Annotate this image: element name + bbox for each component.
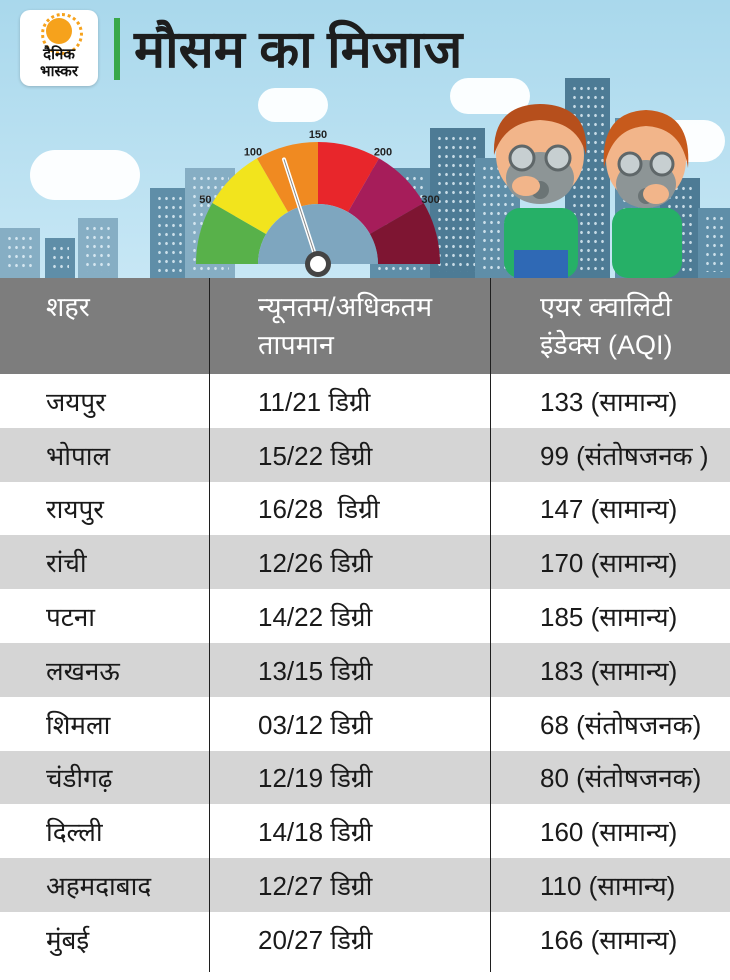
table-row: दिल्ली 14/18 डिग्री 160 (सामान्य) xyxy=(0,804,730,858)
column-header-temperature: न्यूनतम/अधिकतम तापमान xyxy=(258,292,433,360)
aqi-cell: 147 (सामान्य) xyxy=(540,494,678,525)
temperature-cell: 14/18 डिग्री xyxy=(258,817,373,848)
brand-logo: दैनिक भास्कर xyxy=(20,10,98,86)
gauge-segment xyxy=(348,158,424,234)
table-header: शहर न्यूनतम/अधिकतम तापमान एयर क्वालिटी इ… xyxy=(0,278,730,374)
table-row: जयपुर 11/21 डिग्री 133 (सामान्य) xyxy=(0,374,730,428)
table-row: चंडीगढ़ 12/19 डिग्री 80 (संतोषजनक) xyxy=(0,750,730,805)
city-cell: अहमदाबाद xyxy=(46,871,152,902)
temperature-cell: 11/21 डिग्री xyxy=(258,386,371,417)
table-row: भोपाल 15/22 डिग्री 99 (संतोषजनक ) xyxy=(0,427,730,482)
building-illustration xyxy=(78,218,118,278)
aqi-cell: 166 (सामान्य) xyxy=(540,924,678,955)
gauge-tick-label: 300 xyxy=(421,194,439,206)
gauge-segment xyxy=(318,142,379,213)
temperature-cell: 13/15 डिग्री xyxy=(258,655,373,686)
aqi-cell: 133 (सामान्य) xyxy=(540,386,678,417)
cloud-illustration xyxy=(30,150,140,200)
sun-icon xyxy=(41,13,83,55)
gauge-segment xyxy=(369,203,440,264)
logo-text: दैनिक भास्कर xyxy=(40,46,78,80)
city-cell: पटना xyxy=(46,602,96,633)
table-row: रायपुर 16/28 डिग्री 147 (सामान्य) xyxy=(0,482,730,536)
aqi-cell: 99 (संतोषजनक ) xyxy=(540,440,709,471)
city-cell: भोपाल xyxy=(46,440,111,471)
table-row: अहमदाबाद 12/27 डिग्री 110 (सामान्य) xyxy=(0,858,730,912)
gauge-tick-label: 200 xyxy=(374,146,392,158)
temperature-cell: 16/28 डिग्री xyxy=(258,494,380,525)
cloud-illustration xyxy=(450,78,530,114)
gauge-segment xyxy=(257,142,318,213)
column-divider xyxy=(209,278,210,972)
table-row: लखनऊ 13/15 डिग्री 183 (सामान्य) xyxy=(0,642,730,697)
aqi-cell: 170 (सामान्य) xyxy=(540,548,678,579)
city-cell: रांची xyxy=(46,548,87,579)
city-cell: शिमला xyxy=(46,709,111,740)
table-row: मुंबई 20/27 डिग्री 166 (सामान्य) xyxy=(0,912,730,966)
table-row: पटना 14/22 डिग्री 185 (सामान्य) xyxy=(0,589,730,643)
building-illustration xyxy=(45,238,75,278)
city-cell: जयपुर xyxy=(46,386,106,417)
title-accent-bar xyxy=(114,18,120,80)
child-with-mask-illustration xyxy=(603,110,689,278)
gauge-hub-cap xyxy=(310,256,326,272)
temperature-cell: 03/12 डिग्री xyxy=(258,709,373,740)
temperature-cell: 12/27 डिग्री xyxy=(258,871,373,902)
child-with-mask-illustration xyxy=(493,104,587,278)
city-cell: मुंबई xyxy=(46,924,90,955)
city-cell: दिल्ली xyxy=(46,817,103,848)
temperature-cell: 20/27 डिग्री xyxy=(258,924,373,955)
gauge-tick-label: 50 xyxy=(199,194,211,206)
page-title: मौसम का मिजाज xyxy=(134,21,463,79)
city-cell: लखनऊ xyxy=(46,655,120,686)
column-divider xyxy=(490,278,491,972)
gauge-segment xyxy=(196,203,267,264)
city-cell: रायपुर xyxy=(46,494,104,525)
header-banner: दैनिक भास्कर मौसम का मिजाज 0501001502003… xyxy=(0,0,730,278)
table-row: शिमला 03/12 डिग्री 68 (संतोषजनक) xyxy=(0,697,730,751)
temperature-cell: 12/19 डिग्री xyxy=(258,763,373,794)
gauge-needle-outline xyxy=(283,159,319,265)
temperature-cell: 14/22 डिग्री xyxy=(258,602,373,633)
column-header-city: शहर xyxy=(46,292,90,322)
building-illustration xyxy=(0,228,40,278)
column-header-aqi: एयर क्वालिटी इंडेक्स (AQI) xyxy=(540,292,673,360)
aqi-cell: 185 (सामान्य) xyxy=(540,602,678,633)
aqi-gauge: 050100150200300500 xyxy=(196,130,440,277)
temperature-cell: 15/22 डिग्री xyxy=(258,440,373,471)
temperature-cell: 12/26 डिग्री xyxy=(258,548,373,579)
gauge-inner-dial xyxy=(258,204,378,264)
gauge-segment xyxy=(212,158,288,234)
aqi-cell: 160 (सामान्य) xyxy=(540,817,678,848)
aqi-cell: 110 (सामान्य) xyxy=(540,871,676,902)
table-row: रांची 12/26 डिग्री 170 (सामान्य) xyxy=(0,535,730,590)
building-illustration xyxy=(698,208,730,278)
aqi-cell: 183 (सामान्य) xyxy=(540,655,678,686)
aqi-cell: 80 (संतोषजनक) xyxy=(540,763,702,794)
table-body: जयपुर 11/21 डिग्री 133 (सामान्य) भोपाल 15/22… xyxy=(0,374,730,966)
gauge-tick-label: 100 xyxy=(244,146,262,158)
city-cell: चंडीगढ़ xyxy=(46,763,113,794)
gauge-tick-label: 150 xyxy=(309,130,327,141)
cloud-illustration xyxy=(258,88,328,122)
aqi-cell: 68 (संतोषजनक) xyxy=(540,709,702,740)
